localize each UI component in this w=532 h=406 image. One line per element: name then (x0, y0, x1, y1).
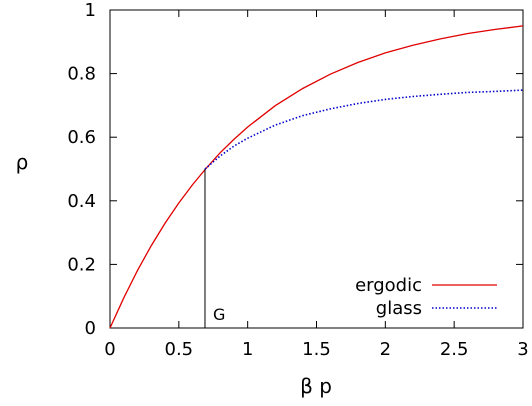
x-tick-label: 3 (517, 339, 528, 360)
y-tick-label: 0.4 (67, 191, 96, 212)
x-tick-label: 0 (104, 339, 115, 360)
x-tick-label: 2 (380, 339, 391, 360)
y-tick-label: 0 (85, 318, 96, 339)
y-tick-label: 0.2 (67, 254, 96, 275)
x-axis-label: β p (300, 374, 332, 398)
series-line-ergodic (109, 25, 524, 329)
x-tick-label: 2.5 (440, 339, 469, 360)
legend-label-ergodic: ergodic (355, 275, 422, 296)
legend-label-glass: glass (376, 298, 422, 319)
x-tick-label: 1.5 (302, 339, 331, 360)
y-tick-label: 0.8 (67, 64, 96, 85)
transition-label: G (213, 305, 225, 324)
plot-frame (109, 9, 524, 329)
y-axis-label: ρ (16, 150, 29, 174)
y-tick-label: 0.6 (67, 127, 96, 148)
series-line-glass (204, 89, 524, 170)
x-tick-label: 0.5 (165, 339, 194, 360)
y-tick-label: 1 (85, 0, 96, 21)
x-tick-label: 1 (242, 339, 253, 360)
